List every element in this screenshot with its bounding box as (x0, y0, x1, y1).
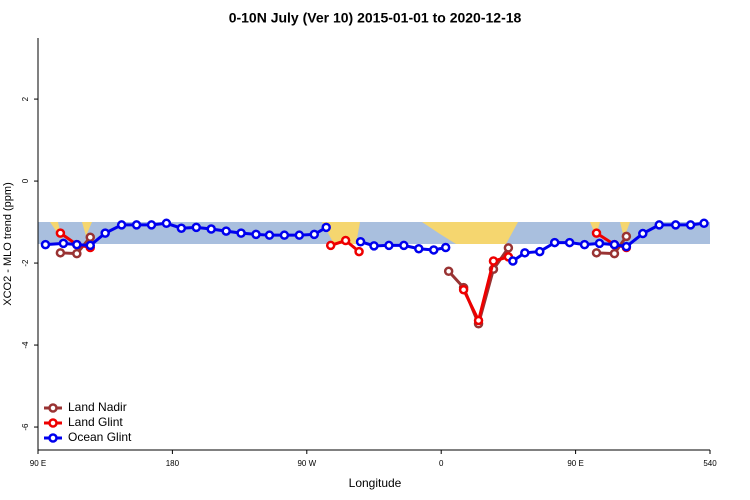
point (564, 237, 575, 248)
x-tick-label: 540 (703, 459, 717, 468)
point (279, 230, 290, 240)
point (699, 218, 709, 229)
x-tick-label: 90 E (567, 459, 583, 468)
point (40, 239, 51, 250)
point (384, 240, 394, 251)
x-axis-label: Longitude (349, 476, 402, 490)
point (508, 256, 518, 266)
legend-marker (48, 433, 58, 443)
point (355, 236, 366, 247)
legend-marker (48, 418, 58, 428)
point (294, 230, 305, 240)
point (440, 242, 451, 253)
point (85, 240, 96, 251)
point (236, 228, 246, 238)
legend-label: Land Glint (68, 415, 123, 429)
point (399, 240, 409, 251)
point (591, 248, 602, 258)
point (503, 243, 514, 253)
point (264, 230, 275, 240)
y-tick-label: -2 (21, 259, 30, 267)
x-tick-label: 0 (439, 459, 444, 468)
point (549, 237, 560, 248)
point (488, 256, 499, 266)
x-tick-label: 180 (166, 459, 180, 468)
y-tick-label: -6 (21, 423, 30, 431)
point (621, 231, 632, 242)
point (161, 218, 172, 229)
point (473, 315, 484, 326)
point (321, 222, 331, 233)
point (579, 239, 590, 250)
point (72, 248, 82, 259)
legend-label: Ocean Glint (68, 430, 132, 444)
y-tick-label: 0 (21, 178, 30, 183)
point (414, 243, 424, 254)
point (458, 284, 469, 295)
point (116, 220, 127, 230)
series-line (59, 231, 627, 325)
y-axis-label: XCO2 - MLO trend (ppm) (2, 182, 14, 305)
point (100, 228, 110, 238)
point (206, 224, 216, 234)
point (654, 220, 664, 230)
point (309, 229, 320, 240)
x-tick-label: 90 W (297, 459, 316, 468)
point (146, 220, 157, 230)
legend-label: Land Nadir (68, 400, 127, 414)
point (591, 228, 602, 238)
point (340, 235, 351, 246)
point (609, 239, 620, 250)
point (670, 220, 681, 230)
point (535, 246, 545, 257)
point (520, 248, 530, 258)
y-tick-label: 2 (21, 96, 30, 101)
point (221, 226, 231, 236)
y-tick-label: -4 (21, 341, 30, 349)
point (369, 241, 379, 251)
point (55, 248, 66, 258)
point (594, 238, 605, 249)
point (176, 223, 187, 233)
point (443, 266, 454, 277)
point (428, 245, 439, 255)
point (638, 228, 648, 239)
chart-title: 0-10N July (Ver 10) 2015-01-01 to 2020-1… (229, 10, 522, 26)
point (251, 229, 261, 240)
point (55, 228, 66, 238)
point (85, 232, 96, 242)
point (131, 220, 142, 230)
point (72, 239, 82, 250)
point (685, 220, 696, 230)
point (621, 241, 632, 252)
point (191, 222, 202, 233)
x-tick-label: 90 E (30, 459, 46, 468)
point (58, 238, 69, 249)
legend-marker (48, 403, 58, 413)
point (325, 240, 336, 251)
point (609, 248, 620, 259)
point (354, 246, 364, 257)
